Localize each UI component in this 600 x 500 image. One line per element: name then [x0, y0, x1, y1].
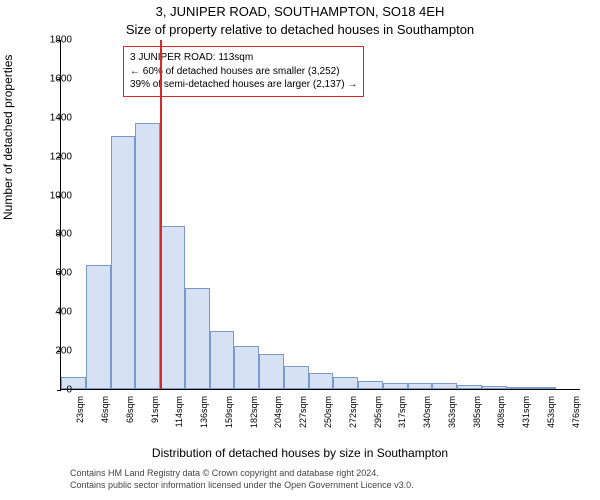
histogram-bar: [309, 373, 334, 389]
reference-line: [160, 40, 162, 389]
footnote: Contains HM Land Registry data © Crown c…: [70, 468, 584, 491]
histogram-bar: [210, 331, 235, 389]
x-tick-label: 476sqm: [571, 396, 581, 428]
x-tick-label: 431sqm: [521, 396, 531, 428]
x-tick-label: 204sqm: [273, 396, 283, 428]
y-tick-label: 1800: [50, 35, 72, 46]
callout-line1: 3 JUNIPER ROAD: 113sqm: [130, 51, 357, 65]
x-tick-label: 317sqm: [397, 396, 407, 428]
histogram-bar: [482, 386, 507, 389]
y-tick-label: 800: [55, 229, 72, 240]
x-axis-label: Distribution of detached houses by size …: [0, 446, 600, 460]
x-tick-label: 136sqm: [199, 396, 209, 428]
histogram-bar: [284, 366, 309, 389]
histogram-bar: [432, 383, 457, 389]
histogram-bar: [507, 387, 532, 389]
x-tick-label: 385sqm: [472, 396, 482, 428]
x-tick-label: 159sqm: [224, 396, 234, 428]
plot-area: 3 JUNIPER ROAD: 113sqm ← 60% of detached…: [60, 40, 580, 390]
histogram-bar: [408, 383, 433, 389]
histogram-bar: [457, 385, 482, 389]
y-tick-label: 200: [55, 346, 72, 357]
x-tick-label: 182sqm: [249, 396, 259, 428]
x-tick-label: 295sqm: [373, 396, 383, 428]
x-tick-label: 453sqm: [546, 396, 556, 428]
x-tick-label: 68sqm: [125, 396, 135, 423]
histogram-bar: [383, 383, 408, 389]
y-tick-label: 1000: [50, 190, 72, 201]
x-tick-label: 340sqm: [422, 396, 432, 428]
y-axis-label: Number of detached properties: [1, 55, 15, 220]
histogram-bar: [135, 123, 160, 389]
histogram-bar: [531, 387, 556, 389]
y-tick-label: 1200: [50, 151, 72, 162]
histogram-bar: [86, 265, 111, 389]
x-tick-label: 46sqm: [100, 396, 110, 423]
histogram-bar: [111, 136, 136, 389]
y-tick: [57, 390, 61, 391]
histogram-bar: [234, 346, 259, 389]
footnote-line1: Contains HM Land Registry data © Crown c…: [70, 468, 584, 480]
x-tick-label: 114sqm: [174, 396, 184, 427]
histogram-bar: [358, 381, 383, 389]
x-tick-label: 272sqm: [348, 396, 358, 428]
x-tick-label: 363sqm: [447, 396, 457, 428]
y-tick-label: 0: [66, 385, 72, 396]
x-tick-label: 91sqm: [150, 396, 160, 423]
y-tick-label: 1400: [50, 112, 72, 123]
x-tick-label: 227sqm: [298, 396, 308, 428]
y-tick-label: 600: [55, 268, 72, 279]
x-tick-label: 408sqm: [496, 396, 506, 428]
y-tick-label: 400: [55, 307, 72, 318]
footnote-line2: Contains public sector information licen…: [70, 480, 584, 492]
x-tick-label: 250sqm: [323, 396, 333, 428]
histogram-bar: [160, 226, 185, 389]
y-tick-label: 1600: [50, 73, 72, 84]
page-title-line2: Size of property relative to detached ho…: [0, 22, 600, 37]
callout-line2: ← 60% of detached houses are smaller (3,…: [130, 65, 357, 79]
page-title-line1: 3, JUNIPER ROAD, SOUTHAMPTON, SO18 4EH: [0, 4, 600, 19]
x-tick-label: 23sqm: [75, 396, 85, 423]
histogram-bar: [185, 288, 210, 389]
chart-container: 3, JUNIPER ROAD, SOUTHAMPTON, SO18 4EH S…: [0, 0, 600, 500]
histogram-bar: [259, 354, 284, 389]
callout-line3: 39% of semi-detached houses are larger (…: [130, 78, 357, 92]
histogram-bar: [61, 377, 86, 389]
histogram-bar: [333, 377, 358, 389]
